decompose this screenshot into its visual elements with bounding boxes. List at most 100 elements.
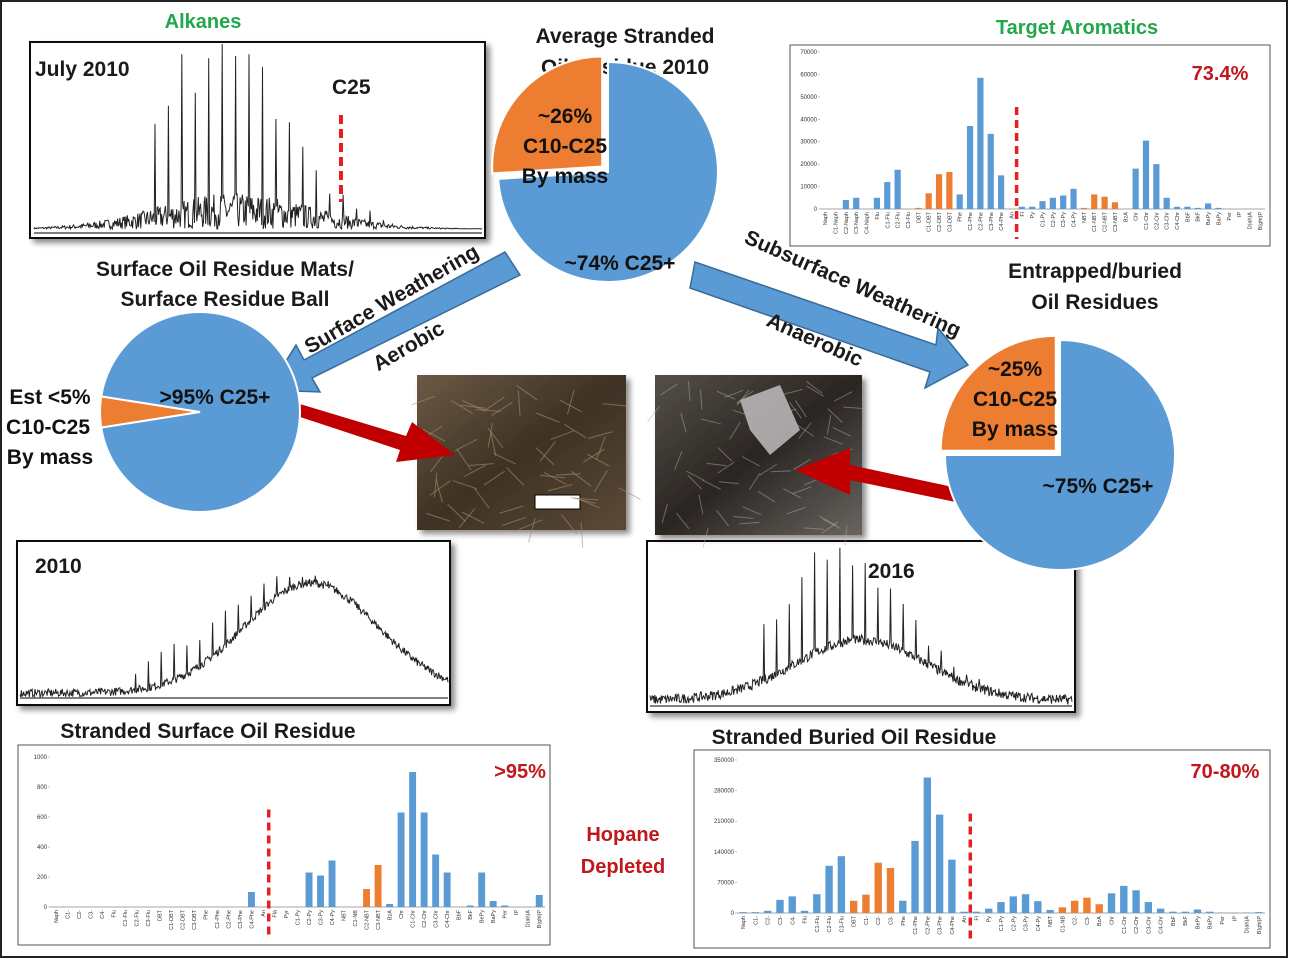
bar [926, 193, 932, 209]
y-tick-label: 70000 [717, 880, 734, 886]
bar [1206, 912, 1213, 913]
x-tick-label: BzA [1123, 212, 1129, 222]
x-tick-label: C1-NB [353, 910, 359, 927]
title: Surface Residue Ball [121, 288, 330, 311]
y-tick-label: 350000 [714, 758, 735, 764]
x-tick-label: C3-Chr [434, 910, 440, 928]
x-tick-label: BePy [1206, 212, 1212, 225]
x-tick-label: DBT [852, 915, 858, 927]
x-tick-label: C2-DBT [180, 909, 186, 930]
x-tick-label: Chr [1110, 916, 1116, 925]
bar [432, 855, 439, 908]
x-tick-label: C1-Py [296, 910, 302, 926]
bar [1059, 907, 1066, 913]
pie-label: ~74% C25+ [565, 252, 676, 275]
bar [1143, 141, 1149, 209]
bar [1145, 902, 1152, 913]
label: July 2010 [35, 58, 130, 81]
bar [398, 813, 405, 908]
bar [838, 856, 845, 913]
x-tick-label: C2-Chr [422, 910, 428, 928]
x-tick-label: C3-Py [1024, 916, 1030, 932]
bar [884, 182, 890, 209]
x-tick-label: Pyr [284, 910, 290, 918]
bar [1120, 886, 1127, 913]
x-tick-label: C2-NBT [365, 909, 371, 930]
x-tick-label: Py [1030, 212, 1036, 219]
bar [1195, 208, 1201, 209]
bar [862, 895, 869, 913]
x-tick-label: C3-Flu [146, 910, 152, 927]
y-tick-label: 280000 [714, 789, 735, 795]
title: Alkanes [165, 11, 242, 33]
x-tick-label: C1- [864, 916, 870, 925]
x-tick-label: Py [987, 916, 993, 923]
x-tick-label: C3-Py [319, 910, 325, 926]
x-tick-label: BbF [1171, 915, 1177, 926]
x-tick-label: C3-Phe [238, 910, 244, 929]
bar [1039, 201, 1045, 209]
x-tick-label: C2-Flu [827, 916, 833, 933]
bar [1050, 198, 1056, 209]
bar [501, 906, 508, 908]
x-tick-label: C3-Flu [839, 916, 845, 933]
x-tick-label: BzA [388, 910, 394, 920]
x-tick-label: BkF [468, 909, 474, 919]
percent: 70-80% [1191, 761, 1260, 783]
x-tick-label: C4-Chr [445, 910, 451, 928]
pie-label: Est <5% [9, 386, 90, 409]
bar [1071, 901, 1078, 913]
title: Stranded Surface Oil Residue [60, 720, 355, 743]
bar [789, 896, 796, 913]
x-tick-label: C4-Chr [1175, 212, 1181, 230]
bar [776, 900, 783, 913]
y-tick-label: 140000 [714, 850, 735, 856]
bar [936, 815, 943, 913]
label: 2010 [35, 555, 82, 578]
bar [985, 909, 992, 913]
x-tick-label: Phe [958, 212, 964, 222]
x-tick-label: Flu [875, 212, 881, 220]
x-tick-label: C3- [88, 910, 94, 919]
x-tick-label: IP [1232, 916, 1238, 922]
y-tick-label: 800 [37, 785, 48, 791]
pie-label: ~25% [988, 358, 1043, 381]
bar [853, 198, 859, 209]
bar [248, 892, 255, 907]
x-tick-label: BkF [1183, 915, 1189, 925]
bar [752, 912, 759, 913]
x-tick-label: B(ghi)P [1258, 212, 1264, 231]
x-tick-label: C4-Chr [1159, 916, 1165, 934]
x-tick-label: C3-DBT [947, 211, 953, 232]
pie-label: ~75% C25+ [1043, 475, 1154, 498]
bar [875, 863, 882, 913]
bar [306, 873, 313, 908]
bar [957, 194, 963, 209]
bar [739, 912, 746, 913]
x-tick-label: C4-Py [1072, 212, 1078, 228]
pie-label: C10-C25 [523, 135, 607, 158]
x-tick-label: C1-Chr [411, 910, 417, 928]
bar [895, 170, 901, 209]
bar [1132, 890, 1139, 913]
x-tick-label: NBT [1048, 915, 1054, 927]
x-tick-label: Flu [111, 910, 117, 918]
bar [444, 873, 451, 908]
bar [1169, 912, 1176, 913]
x-tick-label: C2-Chr [1134, 916, 1140, 934]
x-tick-label: Per [1227, 212, 1233, 221]
bar [850, 901, 857, 913]
bar [997, 902, 1004, 913]
x-tick-label: C3-NBT [376, 909, 382, 930]
y-tick-label: 50000 [800, 95, 817, 101]
x-tick-label: Per [503, 910, 509, 919]
x-tick-label: C2-Naph [844, 212, 850, 234]
x-tick-label: C4-Phe [950, 916, 956, 935]
pie-label: >95% C25+ [160, 386, 271, 409]
x-tick-label: DBT [916, 211, 922, 223]
x-tick-label: Naph [54, 910, 60, 923]
title: Surface Oil Residue Mats/ [96, 258, 354, 281]
x-tick-label: BaPy [1208, 916, 1214, 929]
bar [915, 208, 921, 209]
bar [1108, 893, 1115, 913]
